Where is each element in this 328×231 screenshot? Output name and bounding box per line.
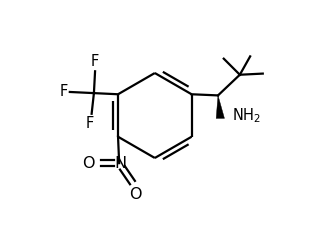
Text: O: O <box>129 187 141 202</box>
Text: F: F <box>60 85 68 100</box>
Text: NH$_2$: NH$_2$ <box>232 107 261 125</box>
Text: F: F <box>85 116 93 131</box>
Text: N: N <box>114 156 127 171</box>
Text: F: F <box>91 55 99 70</box>
Text: O: O <box>82 156 94 171</box>
Polygon shape <box>216 95 224 118</box>
